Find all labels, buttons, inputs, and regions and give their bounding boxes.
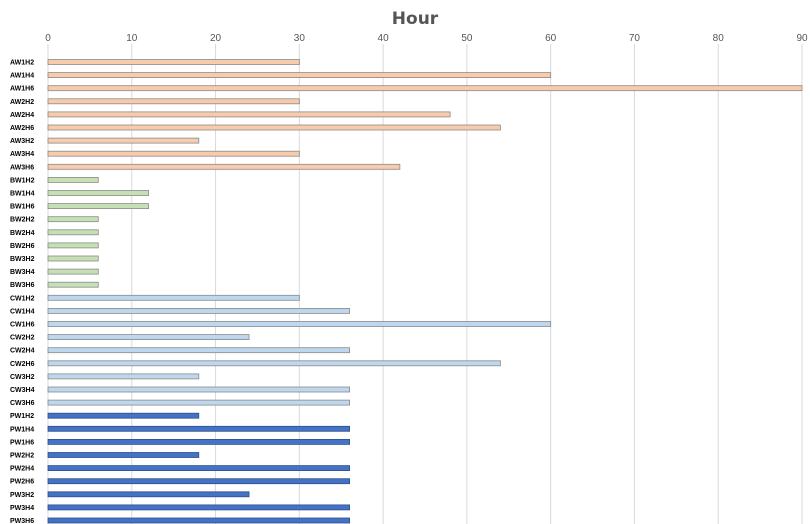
bar <box>47 425 351 432</box>
x-axis-ticks: 0 10 20 30 40 50 60 70 80 90 <box>45 33 808 44</box>
y-tick-label: BW1H6 <box>10 204 35 211</box>
bar <box>47 98 300 105</box>
y-tick-label: CW1H6 <box>10 322 35 329</box>
y-tick-label: AW1H6 <box>10 86 34 93</box>
y-tick-label: BW2H6 <box>10 243 35 250</box>
y-axis-labels: AW1H2 AW1H4 AW1H6 AW2H2 AW2H4 AW2H6 AW3H2 AW3H4… <box>10 60 35 524</box>
y-tick-label: PW1H2 <box>10 413 34 420</box>
bar <box>47 438 351 445</box>
bar <box>47 242 99 249</box>
y-tick-label: CW3H6 <box>10 400 35 407</box>
y-tick-label: BW3H6 <box>10 282 35 289</box>
bar <box>47 399 351 406</box>
bar <box>47 386 351 393</box>
bar <box>47 137 200 144</box>
bar <box>47 307 351 314</box>
y-tick-label: CW3H4 <box>10 387 35 394</box>
x-tick-label: 40 <box>378 33 390 44</box>
y-tick-label: AW3H2 <box>10 138 34 145</box>
bar <box>47 491 250 498</box>
bar <box>47 72 552 78</box>
bar <box>47 150 300 157</box>
y-tick-label: AW2H4 <box>10 112 34 119</box>
y-tick-label: AW3H6 <box>10 164 34 171</box>
x-tick-label: 50 <box>461 33 473 44</box>
y-tick-label: CW1H4 <box>10 308 35 315</box>
bar <box>47 321 552 327</box>
bar <box>47 360 501 367</box>
bar <box>47 111 451 118</box>
bar <box>47 229 99 236</box>
y-tick-label: CW2H2 <box>10 335 35 342</box>
y-tick-label: CW1H2 <box>10 295 35 302</box>
bar <box>47 268 99 275</box>
bar <box>47 347 351 354</box>
y-tick-label: AW3H4 <box>10 151 34 158</box>
bar <box>47 294 300 301</box>
y-tick-label: BW1H2 <box>10 177 35 184</box>
bar <box>47 478 351 485</box>
x-tick-label: 80 <box>713 33 725 44</box>
y-tick-label: BW2H2 <box>10 217 35 224</box>
y-tick-label: AW1H4 <box>10 73 34 80</box>
y-tick-label: PW2H4 <box>10 466 34 473</box>
bar <box>47 517 351 524</box>
y-tick-label: PW3H2 <box>10 492 34 499</box>
y-tick-label: BW1H4 <box>10 191 35 198</box>
x-tick-label: 20 <box>210 33 222 44</box>
bar <box>47 504 351 511</box>
bar <box>47 176 99 183</box>
y-tick-label: PW1H4 <box>10 426 34 433</box>
bar <box>47 124 501 131</box>
y-tick-label: PW2H6 <box>10 479 34 486</box>
y-tick-label: BW2H4 <box>10 230 35 237</box>
y-tick-label: PW3H6 <box>10 518 34 524</box>
bar <box>47 59 300 65</box>
bar <box>47 334 250 341</box>
y-tick-label: AW2H2 <box>10 99 34 106</box>
x-tick-label: 0 <box>45 33 51 44</box>
bar <box>47 203 149 210</box>
y-tick-label: AW1H2 <box>10 60 34 67</box>
bar <box>47 190 149 196</box>
gridlines <box>47 44 803 524</box>
y-tick-label: PW1H6 <box>10 439 34 446</box>
y-tick-label: CW2H4 <box>10 348 35 355</box>
bar <box>47 85 803 92</box>
y-tick-label: BW3H4 <box>10 269 35 276</box>
bars <box>47 59 803 524</box>
x-tick-label: 60 <box>545 33 557 44</box>
bar <box>47 281 99 288</box>
bar <box>47 452 200 458</box>
x-tick-label: 90 <box>796 33 808 44</box>
bar <box>47 163 401 170</box>
bar <box>47 412 200 419</box>
y-tick-label: CW2H6 <box>10 361 35 368</box>
bar <box>47 373 200 380</box>
y-tick-label: PW3H4 <box>10 505 34 512</box>
x-tick-label: 30 <box>294 33 306 44</box>
y-tick-label: BW3H2 <box>10 256 35 263</box>
bar <box>47 255 99 262</box>
x-tick-label: 10 <box>126 33 138 44</box>
bar <box>47 216 99 223</box>
bar <box>47 465 351 472</box>
chart-title: Hour <box>392 9 439 29</box>
y-tick-label: CW3H2 <box>10 374 35 381</box>
y-tick-label: PW2H2 <box>10 453 34 460</box>
x-tick-label: 70 <box>629 33 641 44</box>
y-tick-label: AW2H6 <box>10 125 34 132</box>
